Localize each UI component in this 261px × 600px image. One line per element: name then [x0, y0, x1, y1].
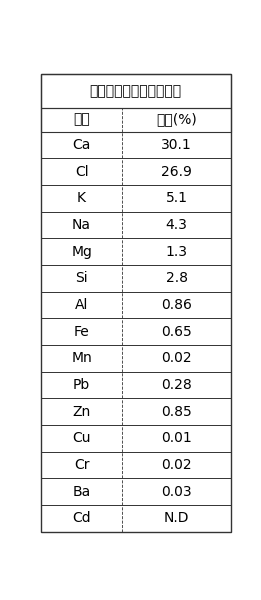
Text: 0.85: 0.85: [161, 404, 192, 419]
Bar: [41, 107, 231, 131]
Text: 0.02: 0.02: [161, 458, 192, 472]
Bar: [41, 292, 231, 319]
Text: Al: Al: [75, 298, 88, 312]
Text: 含量(%): 含量(%): [156, 113, 197, 127]
Text: N.D: N.D: [164, 511, 189, 526]
Bar: [41, 212, 231, 238]
Text: Ca: Ca: [72, 138, 91, 152]
Text: 2.8: 2.8: [166, 271, 188, 285]
Text: 5.1: 5.1: [166, 191, 188, 205]
Text: Cr: Cr: [74, 458, 89, 472]
Text: Na: Na: [72, 218, 91, 232]
Text: 0.65: 0.65: [161, 325, 192, 338]
Bar: [41, 425, 231, 452]
Bar: [41, 131, 231, 158]
Text: Ba: Ba: [73, 485, 91, 499]
Bar: [41, 185, 231, 212]
Text: 反应灰的各种元素含量表: 反应灰的各种元素含量表: [90, 84, 182, 98]
Text: 4.3: 4.3: [166, 218, 188, 232]
Text: 26.9: 26.9: [161, 164, 192, 179]
Bar: [41, 158, 231, 185]
Text: 0.28: 0.28: [161, 378, 192, 392]
Text: Cd: Cd: [72, 511, 91, 526]
Bar: [41, 398, 231, 425]
Text: 1.3: 1.3: [166, 245, 188, 259]
Text: 元素: 元素: [73, 113, 90, 127]
Text: Mn: Mn: [71, 352, 92, 365]
Text: Fe: Fe: [74, 325, 90, 338]
Text: 0.02: 0.02: [161, 352, 192, 365]
Bar: [41, 265, 231, 292]
Bar: [41, 319, 231, 345]
Bar: [41, 452, 231, 478]
Text: 30.1: 30.1: [161, 138, 192, 152]
Bar: [41, 345, 231, 371]
Bar: [41, 74, 231, 107]
Text: Si: Si: [75, 271, 88, 285]
Text: K: K: [77, 191, 86, 205]
Bar: [41, 505, 231, 532]
Bar: [41, 238, 231, 265]
Text: Mg: Mg: [71, 245, 92, 259]
Text: Cu: Cu: [72, 431, 91, 445]
Text: Zn: Zn: [73, 404, 91, 419]
Text: 0.86: 0.86: [161, 298, 192, 312]
Text: 0.01: 0.01: [161, 431, 192, 445]
Text: Pb: Pb: [73, 378, 90, 392]
Text: 0.03: 0.03: [161, 485, 192, 499]
Text: Cl: Cl: [75, 164, 88, 179]
Bar: [41, 371, 231, 398]
Bar: [41, 478, 231, 505]
